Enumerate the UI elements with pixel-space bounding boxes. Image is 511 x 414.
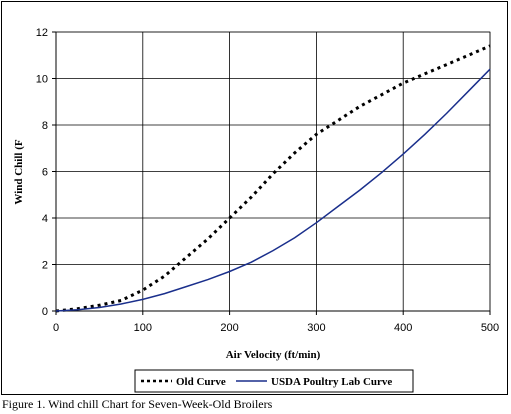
legend-label-old-curve: Old Curve <box>176 376 226 388</box>
x-tick-label: 300 <box>307 322 325 334</box>
y-tick-label: 0 <box>42 306 48 318</box>
chart-frame: 0 2 4 6 8 10 12 0 100 200 300 400 500 Air Velocity (… <box>1 1 508 395</box>
y-axis-title: Wind Chill (F <box>13 139 25 204</box>
legend-label-usda-curve: USDA Poultry Lab Curve <box>271 376 392 388</box>
grid-lines <box>56 31 491 311</box>
x-tick-label: 200 <box>220 322 238 334</box>
legend-box <box>134 369 414 393</box>
y-tick-label: 6 <box>42 167 48 179</box>
y-tick-label: 4 <box>42 213 48 225</box>
y-tick-label: 8 <box>42 120 48 132</box>
wind-chill-chart: 0 2 4 6 8 10 12 0 100 200 300 400 500 Air Velocity (… <box>13 27 499 393</box>
axes <box>52 31 491 315</box>
figure-caption: Figure 1. Wind chill Chart for Seven-Wee… <box>2 397 273 411</box>
data-series <box>55 44 491 313</box>
y-tick-label: 2 <box>42 260 48 272</box>
x-axis-title: Air Velocity (ft/min) <box>226 349 321 361</box>
tick-labels: 0 2 4 6 8 10 12 0 100 200 300 400 500 <box>36 27 499 334</box>
x-tick-label: 0 <box>53 322 59 334</box>
series-line-usda-poultry-lab-curve <box>55 68 491 312</box>
legend: Old Curve USDA Poultry Lab Curve <box>134 369 414 393</box>
y-tick-label: 10 <box>36 74 48 86</box>
y-tick-label: 12 <box>36 27 48 39</box>
x-tick-label: 500 <box>481 322 499 334</box>
x-tick-label: 100 <box>134 322 152 334</box>
x-tick-label: 400 <box>394 322 412 334</box>
